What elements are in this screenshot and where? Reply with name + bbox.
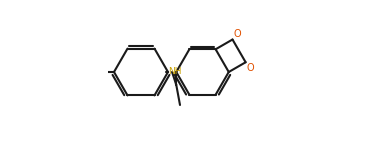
Text: NH: NH [168,68,182,76]
Text: O: O [233,29,241,39]
Text: O: O [246,63,254,73]
